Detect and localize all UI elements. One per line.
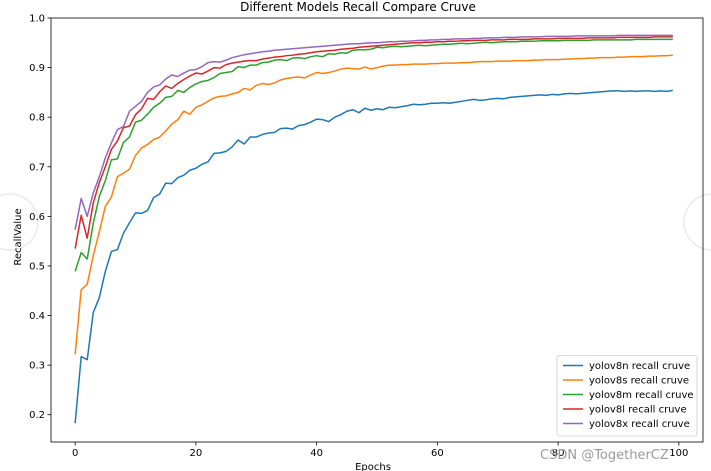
watermark-text: CSDN @TogetherCZ	[540, 448, 669, 463]
series-line-yolov8l-recall-cruve	[74, 36, 673, 249]
legend-entry-label: yolov8l recall cruve	[589, 405, 687, 416]
series-line-yolov8m-recall-cruve	[74, 38, 673, 272]
legend-entry-label: yolov8x recall cruve	[589, 419, 690, 430]
series-line-yolov8n-recall-cruve	[74, 89, 673, 424]
x-tick-label: 100	[669, 448, 688, 459]
legend-frame	[556, 355, 698, 437]
series-line-yolov8s-recall-cruve	[74, 54, 673, 355]
y-tick-label: 0.8	[29, 113, 45, 124]
x-tick-label: 60	[431, 448, 444, 459]
series-line-yolov8x-recall-cruve	[74, 34, 673, 230]
legend-entry-label: yolov8n recall cruve	[589, 361, 690, 372]
y-tick-label: 0.9	[29, 63, 45, 74]
chart-title: Different Models Recall Compare Cruve	[240, 0, 476, 14]
y-tick-label: 0.5	[29, 261, 45, 272]
y-tick-label: 0.4	[29, 311, 45, 322]
x-axis-label: Epochs	[355, 462, 391, 471]
x-tick-label: 0	[72, 448, 78, 459]
y-axis-label: RecallValue	[13, 208, 24, 265]
y-tick-label: 0.3	[29, 361, 45, 372]
axes-frame	[50, 17, 704, 443]
legend-entry-label: yolov8s recall cruve	[589, 376, 689, 387]
watermark-rings	[0, 193, 711, 251]
x-tick-label: 20	[190, 448, 203, 459]
watermark-ring-right	[683, 193, 711, 251]
legend-entry-label: yolov8m recall cruve	[589, 390, 694, 401]
legend: yolov8n recall cruve yolov8s recall cruve…	[556, 355, 698, 437]
y-tick-label: 0.7	[29, 162, 45, 173]
plot-area: 0 20 40 60 80 100 0.2 0.3 0.4 0.5 0.6 0.7 0.8 0.9 1.0	[29, 14, 704, 459]
y-tick-label: 0.2	[29, 410, 45, 421]
y-tick-label: 1.0	[29, 14, 45, 25]
y-tick-label: 0.6	[29, 212, 45, 223]
watermark-ring-left	[0, 193, 39, 251]
x-tick-label: 80	[552, 448, 565, 459]
x-tick-label: 40	[310, 448, 323, 459]
